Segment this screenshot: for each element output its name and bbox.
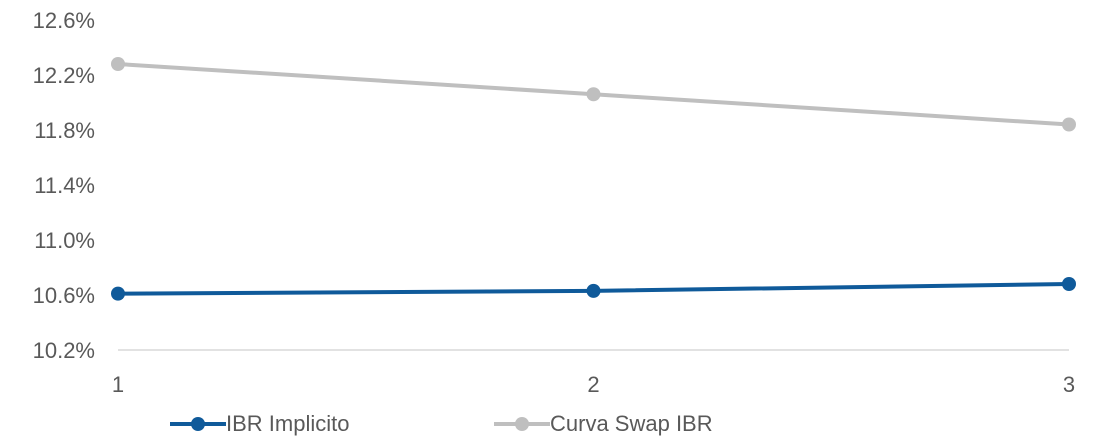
y-tick-label: 11.8% [34,118,95,143]
series-points [111,57,1076,301]
legend-label-ibr-implicito: IBR Implicito [226,411,350,436]
data-point[interactable] [1062,117,1076,132]
data-point[interactable] [586,283,601,298]
data-point[interactable] [111,57,125,71]
y-tick-label: 10.6% [33,283,95,308]
legend: IBR Implicito Curva Swap IBR [0,406,1099,442]
x-axis-ticks: 1 2 3 [112,372,1075,397]
x-tick-label: 2 [587,372,599,397]
data-point[interactable] [1062,277,1076,291]
y-tick-label: 11.4% [34,173,95,198]
y-tick-label: 10.2% [33,338,95,363]
y-tick-label: 11.0% [34,228,95,253]
data-point[interactable] [111,286,125,301]
y-tick-label: 12.6% [33,8,95,33]
x-tick-label: 3 [1063,372,1075,397]
legend-label-curva-swap-ibr: Curva Swap IBR [550,411,713,436]
legend-marker-ibr-implicito [170,417,226,431]
y-axis-ticks: 10.2% 10.6% 11.0% 11.4% 11.8% 12.2% 12.6% [33,8,95,363]
y-tick-label: 12.2% [33,63,95,88]
legend-marker-curva-swap-ibr [494,417,550,431]
data-point[interactable] [586,87,601,102]
legend-item-curva-swap-ibr[interactable]: Curva Swap IBR [494,406,713,442]
legend-item-ibr-implicito[interactable]: IBR Implicito [170,406,349,442]
x-tick-label: 1 [112,372,124,397]
